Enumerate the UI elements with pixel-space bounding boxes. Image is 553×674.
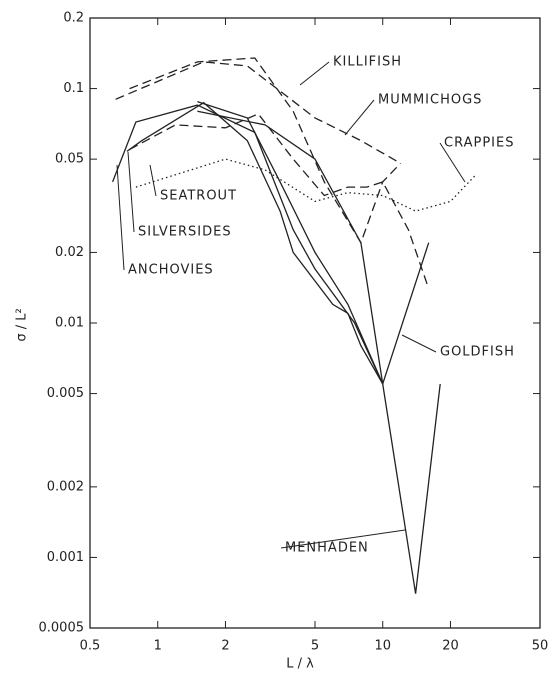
y-tick-label: 0.2 — [63, 11, 84, 26]
x-tick-label: 2 — [221, 639, 229, 654]
y-tick-label: 0.0005 — [39, 621, 85, 636]
series-line — [129, 57, 401, 245]
series-line — [111, 104, 384, 385]
y-tick-label: 0.02 — [55, 245, 84, 260]
series-label: ANCHOVIES — [128, 263, 214, 278]
y-tick-label: 0.05 — [55, 152, 84, 167]
label-leader — [280, 529, 406, 549]
label-leader — [149, 164, 157, 197]
series-line — [115, 61, 401, 164]
series-label: GOLDFISH — [440, 345, 515, 360]
series-label: MENHADEN — [285, 541, 369, 556]
series-line — [129, 113, 430, 289]
label-leader — [401, 334, 437, 353]
series-label: MUMMICHOGS — [378, 93, 482, 108]
x-axis-label: L / λ — [286, 657, 314, 672]
series-label: CRAPPIES — [444, 136, 514, 151]
y-tick-label: 0.005 — [47, 386, 84, 401]
y-tick-label: 0.002 — [47, 479, 84, 494]
label-leader — [127, 151, 135, 233]
x-tick-label: 0.5 — [80, 639, 101, 654]
y-tick-label: 0.001 — [47, 550, 84, 565]
series-label: SILVERSIDES — [138, 225, 232, 240]
label-leader — [344, 99, 375, 136]
plot-frame — [89, 17, 541, 629]
series-label: KILLIFISH — [333, 55, 402, 70]
label-leader — [299, 61, 330, 86]
series-label: SEATROUT — [160, 189, 237, 204]
y-tick-label: 0.1 — [63, 81, 84, 96]
y-axis-label: σ / L² — [15, 308, 30, 341]
label-leader — [439, 142, 466, 183]
x-tick-label: 1 — [154, 639, 162, 654]
series-line — [197, 100, 430, 386]
x-tick-label: 10 — [374, 639, 391, 654]
label-leader — [116, 164, 125, 271]
x-tick-label: 50 — [532, 639, 549, 654]
y-tick-label: 0.01 — [55, 316, 84, 331]
x-tick-label: 5 — [311, 639, 319, 654]
x-tick-label: 20 — [442, 639, 459, 654]
series-line — [126, 101, 384, 385]
series-line — [197, 110, 441, 594]
